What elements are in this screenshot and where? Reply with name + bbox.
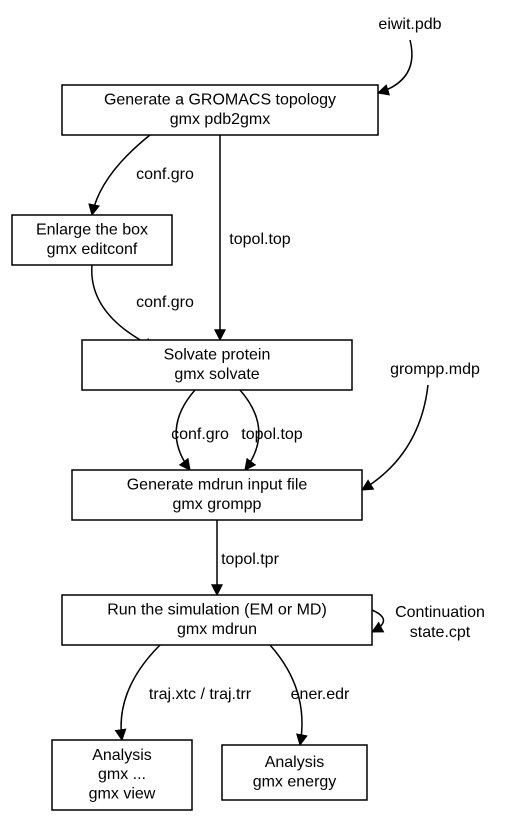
- node-label: gmx pdb2gmx: [170, 111, 271, 128]
- edge-e_in_grompp: [362, 385, 428, 490]
- edge-label: traj.xtc / traj.trr: [149, 686, 252, 703]
- flow-node-n_mdrun: Run the simulation (EM or MD) gmx mdrun: [62, 595, 372, 645]
- node-label: gmx ...: [98, 766, 146, 783]
- flow-node-n_ana1: Analysis gmx ... gmx view: [52, 740, 192, 810]
- node-label: gmx editconf: [47, 241, 138, 258]
- node-label: gmx energy: [253, 773, 337, 790]
- flow-node-n_enlarge: Enlarge the box gmx editconf: [12, 215, 172, 265]
- node-label: Analysis: [265, 754, 325, 771]
- node-label: Run the simulation (EM or MD): [107, 602, 327, 619]
- edge-label: topol.top: [241, 426, 302, 443]
- node-label: Solvate protein: [164, 347, 271, 364]
- flow-node-n_ana2: Analysis gmx energy: [222, 745, 367, 800]
- edge-e_loop: [372, 610, 384, 632]
- flow-node-n_solvate: Solvate protein gmx solvate: [82, 340, 352, 390]
- node-label: gmx solvate: [174, 366, 259, 383]
- edge-label: state.cpt: [410, 624, 471, 641]
- input-label-in_eiwit: eiwit.pdb: [378, 16, 441, 33]
- edge-e_in_eiwit: [378, 40, 412, 93]
- edge-label: topol.tpr: [221, 551, 279, 568]
- edge-label: ener.edr: [291, 686, 350, 703]
- node-label: Enlarge the box: [36, 222, 148, 239]
- node-label: gmx view: [89, 785, 156, 802]
- edge-label: conf.gro: [136, 294, 194, 311]
- edge-label: topol.top: [229, 231, 290, 248]
- node-label: gmx grompp: [173, 496, 262, 513]
- flow-node-n_topo: Generate a GROMACS topology gmx pdb2gmx: [62, 85, 378, 135]
- edge-label: Continuation: [395, 604, 485, 621]
- node-label: Generate mdrun input file: [127, 477, 308, 494]
- edge-label: conf.gro: [171, 426, 229, 443]
- flow-node-n_grompp: Generate mdrun input file gmx grompp: [72, 470, 362, 520]
- node-label: Analysis: [92, 747, 152, 764]
- edge-label: conf.gro: [136, 166, 194, 183]
- node-label: Generate a GROMACS topology: [104, 92, 336, 109]
- input-label-in_grompp: grompp.mdp: [390, 361, 480, 378]
- node-label: gmx mdrun: [177, 621, 257, 638]
